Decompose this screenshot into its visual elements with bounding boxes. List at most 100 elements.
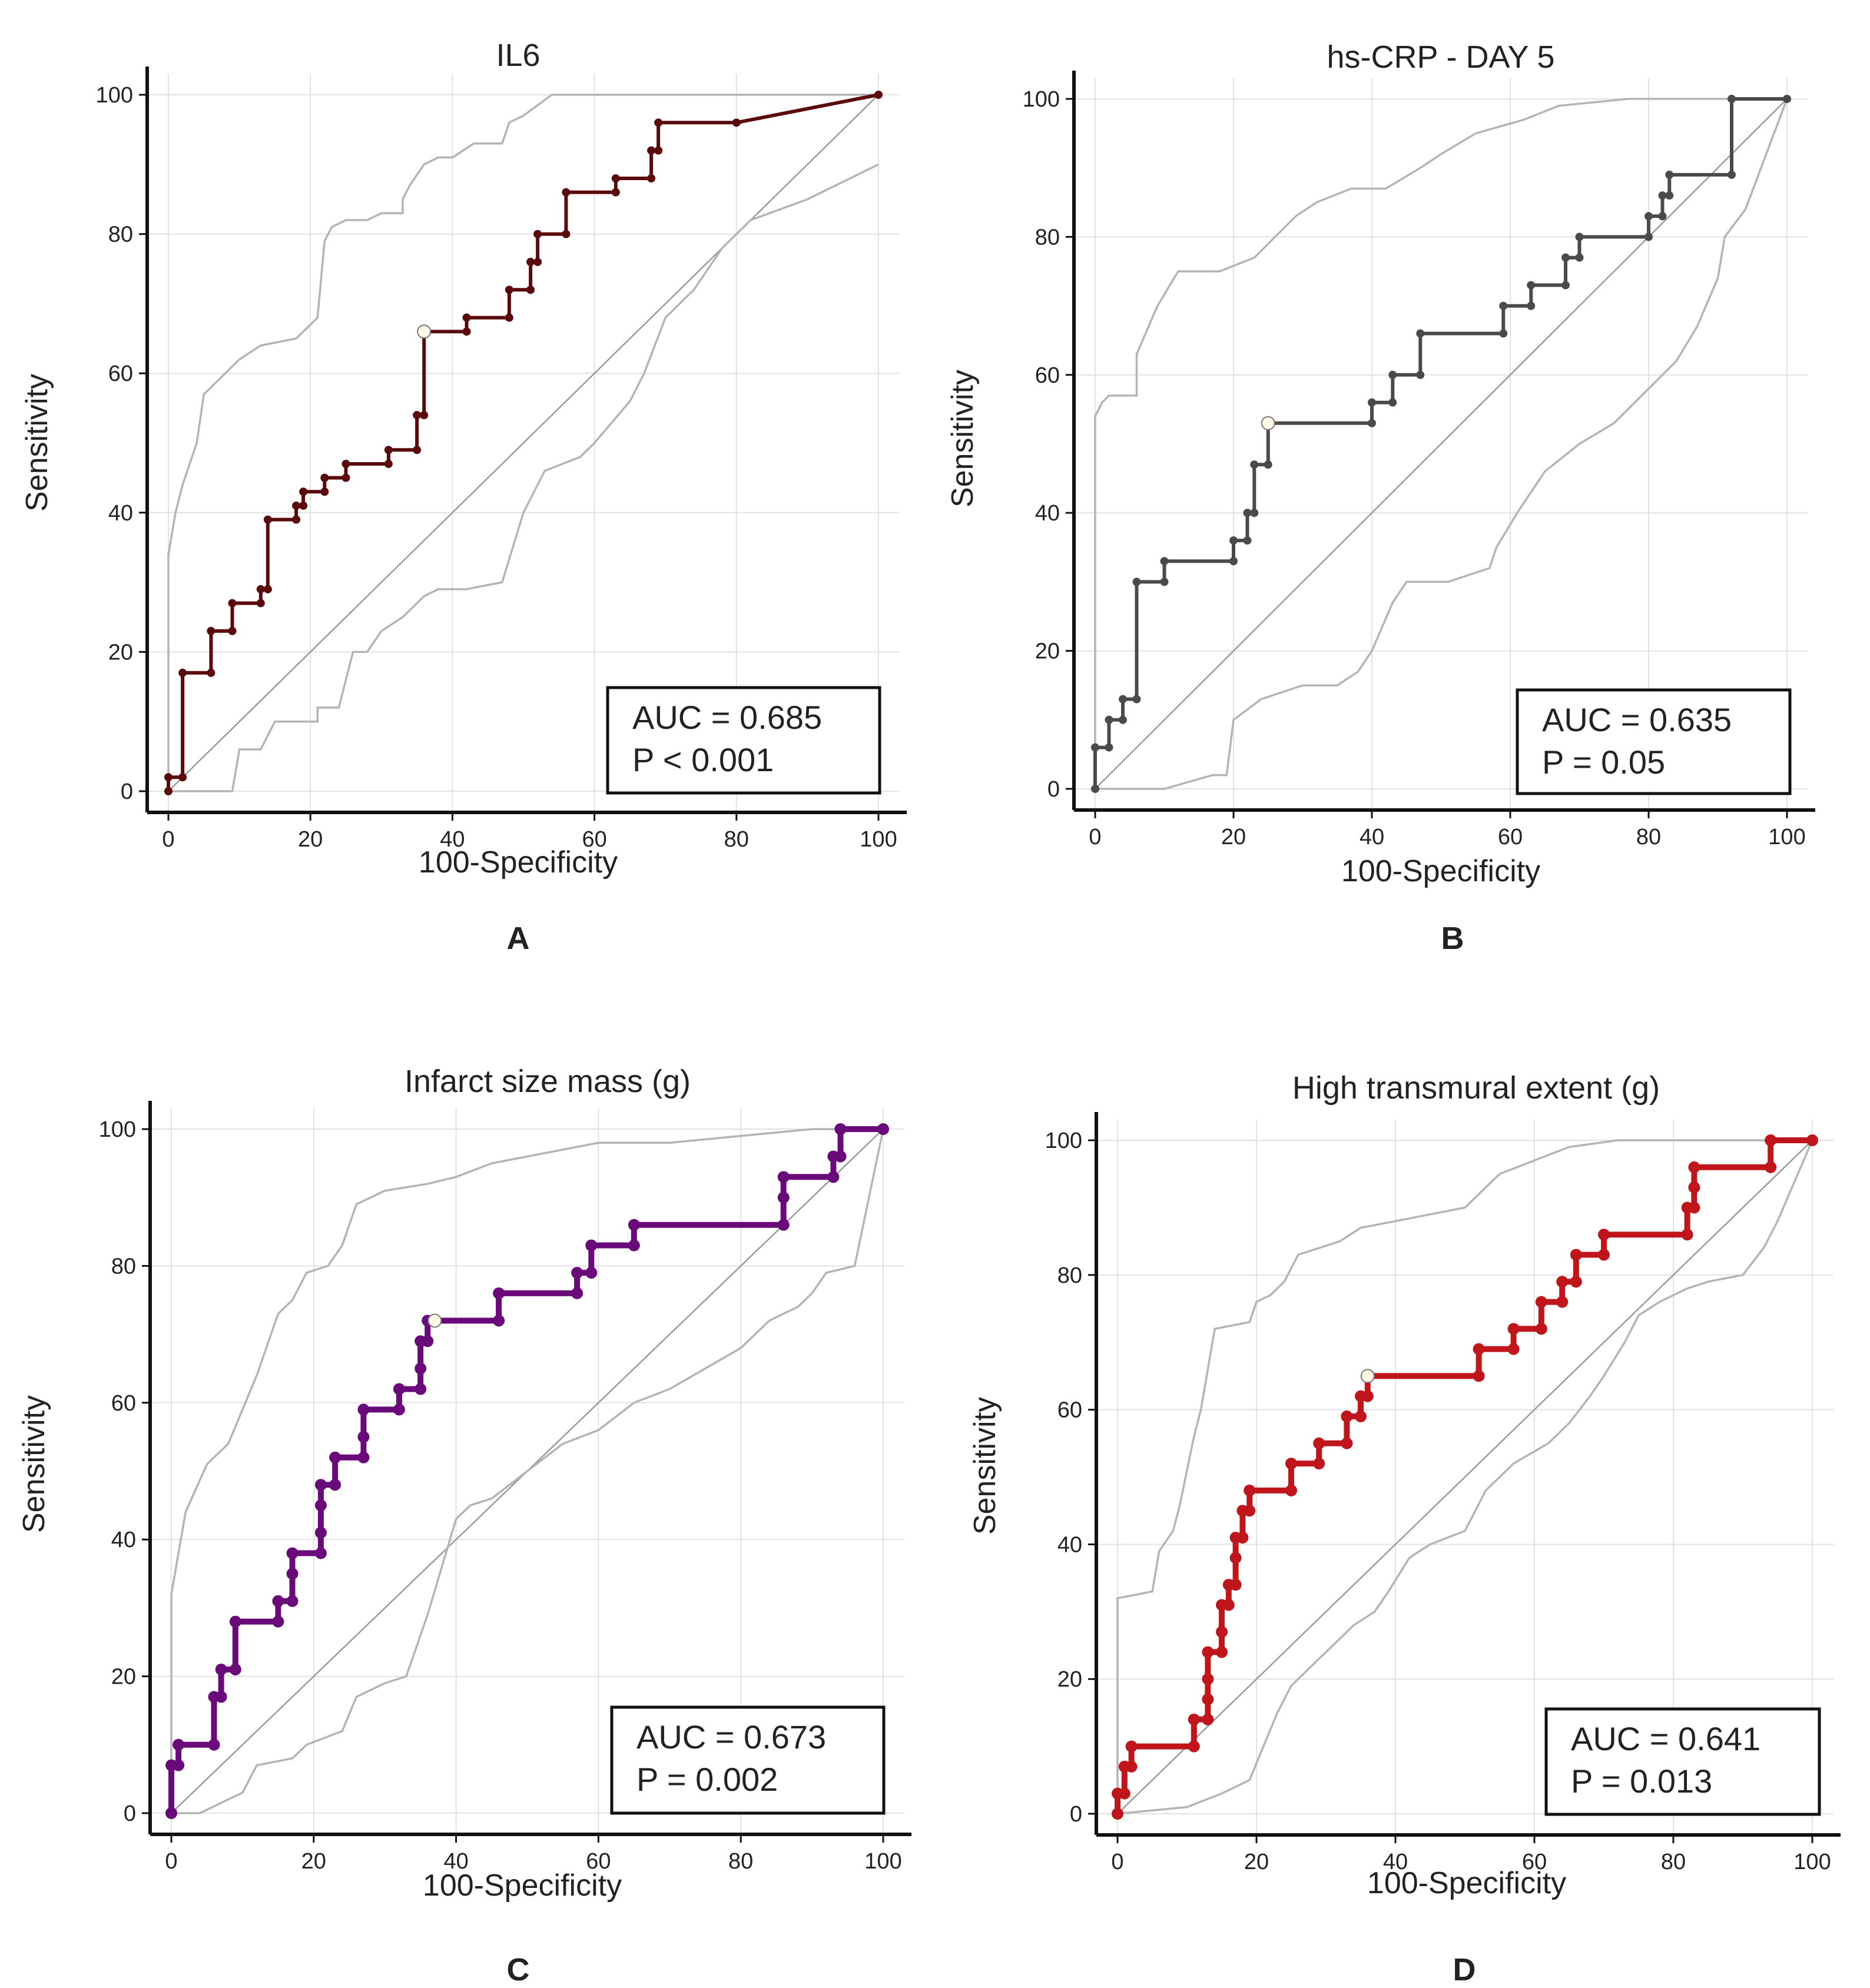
chart-b-roc-point — [1644, 233, 1653, 241]
chart-d-x-tick-label: 60 — [1522, 1850, 1547, 1874]
chart-a-roc-point — [228, 626, 237, 635]
chart-d-roc-point — [1188, 1713, 1200, 1725]
chart-d-roc-point — [1341, 1410, 1353, 1423]
chart-c-y-tick-label: 40 — [111, 1528, 136, 1552]
chart-c-roc-point — [834, 1150, 847, 1163]
chart-a-roc-point — [562, 230, 571, 238]
chart-c-roc-point — [834, 1123, 847, 1135]
chart-d-p-value-label: P = 0.013 — [1571, 1763, 1712, 1800]
chart-d-x-tick-label: 100 — [1793, 1850, 1831, 1874]
chart-c-roc-point — [314, 1499, 327, 1512]
chart-d-roc-point — [1556, 1276, 1569, 1288]
chart-d-roc-point — [1598, 1249, 1610, 1261]
chart-b-y-tick-label: 80 — [1035, 225, 1060, 250]
chart-c-roc-point — [393, 1403, 405, 1416]
chart-b-roc-point — [1728, 170, 1736, 179]
chart-a-p-value-label: P < 0.001 — [632, 741, 774, 778]
chart-c-p-value-label: P = 0.002 — [636, 1761, 778, 1798]
chart-d-title: High transmural extent (g) — [1292, 1070, 1660, 1106]
chart-b-roc-point — [1243, 509, 1252, 517]
chart-c-y-tick-label: 0 — [124, 1801, 136, 1826]
chart-a-auc-box — [606, 686, 881, 795]
chart-c-roc-point — [571, 1287, 583, 1299]
chart-b-grid — [1074, 78, 1808, 810]
chart-a-y-tick-label: 80 — [108, 223, 133, 247]
chart-d-y-tick-label: 80 — [1057, 1263, 1082, 1288]
chart-b-x-tick-label: 80 — [1636, 825, 1661, 849]
chart-c-roc-point — [173, 1738, 185, 1751]
chart-d-roc-point — [1202, 1693, 1214, 1705]
chart-a-roc-point — [228, 599, 237, 608]
chart-a-y-tick-label: 60 — [108, 361, 133, 386]
chart-a-x-tick-label: 0 — [162, 827, 174, 852]
chart-a-x-tick-label: 40 — [440, 827, 465, 852]
chart-c-roc-point — [215, 1691, 227, 1703]
chart-a-x-tick-label: 60 — [582, 827, 606, 852]
chart-a-roc-point — [533, 257, 542, 266]
chart-d: 0 20 40 60 80 100 0 20 40 60 80 100 AUC = 0.641 P = 0… — [968, 1070, 1841, 1987]
chart-b-roc-point — [1119, 715, 1127, 724]
chart-d-y-tick-label: 40 — [1057, 1532, 1082, 1557]
chart-a-roc-point — [292, 501, 301, 510]
chart-d-roc-point — [1473, 1343, 1485, 1355]
chart-d-roc-point — [1361, 1390, 1374, 1402]
chart-b-roc-point — [1575, 233, 1584, 241]
chart-d-roc-point — [1507, 1343, 1520, 1355]
chart-b-title: hs-CRP - DAY 5 — [1327, 39, 1554, 75]
chart-b-roc-point — [1105, 743, 1113, 752]
chart-b-roc-point — [1561, 253, 1570, 262]
chart-b-roc-point — [1388, 398, 1397, 407]
chart-c-roc-point — [314, 1479, 327, 1491]
chart-a-roc-point — [874, 91, 883, 99]
chart-d-roc-point — [1765, 1161, 1777, 1173]
chart-b-panel-letter: B — [1441, 921, 1464, 956]
chart-a-roc-point — [611, 174, 620, 182]
chart-c-roc-point — [628, 1219, 640, 1231]
chart-d-auc-box — [1544, 1707, 1821, 1816]
chart-c-y-tick-label: 20 — [111, 1665, 136, 1690]
chart-b-y-tick-label: 20 — [1035, 639, 1060, 664]
chart-a-x-tick-label: 20 — [298, 827, 323, 852]
chart-a-x-tick-label: 80 — [724, 827, 749, 852]
chart-d-roc-point — [1507, 1323, 1520, 1335]
chart-d-roc-point — [1570, 1276, 1582, 1288]
chart-d-y-tick-label: 20 — [1057, 1667, 1082, 1692]
chart-b-roc-point — [1728, 95, 1736, 103]
chart-b-y-tick-label: 0 — [1047, 777, 1060, 802]
chart-d-y-tick-label: 0 — [1070, 1802, 1082, 1827]
chart-d-upper-ci-line — [1116, 1139, 1812, 1814]
chart-c-x-tick-label: 100 — [864, 1849, 901, 1874]
chart-b-roc-point — [1527, 281, 1536, 290]
chart-b-roc-point — [1783, 95, 1791, 103]
chart-a-roc-point — [320, 487, 329, 496]
chart-a-lower-ci-line — [168, 163, 879, 792]
chart-b-roc-point — [1250, 460, 1259, 469]
chart-c-x-tick-label: 60 — [586, 1849, 611, 1874]
chart-c-y-axis-title: Sensitivity — [17, 1395, 51, 1533]
chart-c-x-tick-label: 20 — [301, 1849, 326, 1874]
chart-d-y-axis-title: Sensitivity — [968, 1397, 1002, 1535]
chart-b-roc-point — [1658, 191, 1667, 200]
chart-d-roc-point — [1244, 1484, 1256, 1496]
chart-d-x-axis-title: 100-Specificity — [1367, 1866, 1566, 1900]
chart-a-roc-point — [299, 487, 308, 496]
chart-d-lower-ci-line — [1117, 1140, 1813, 1815]
chart-c-roc-point — [272, 1595, 284, 1607]
chart-a-roc-point — [526, 257, 535, 266]
chart-b-y-axis-title: Sensitivity — [946, 370, 980, 507]
chart-a-roc-point — [533, 230, 542, 238]
chart-c-roc-point — [286, 1547, 299, 1559]
chart-a: 0 20 40 60 80 100 0 20 40 60 80 100 AUC = 0.685 P < 0… — [20, 38, 907, 956]
chart-a-roc-point — [178, 773, 187, 782]
chart-d-roc-point — [1222, 1599, 1235, 1611]
chart-a-panel-letter: A — [507, 921, 530, 956]
chart-b-x-tick-label: 20 — [1221, 825, 1246, 849]
chart-d-roc-point — [1688, 1202, 1700, 1214]
chart-a-cutoff-point — [417, 324, 432, 339]
chart-d-roc-point — [1598, 1229, 1610, 1241]
chart-d-roc-point — [1688, 1181, 1700, 1194]
chart-a-roc-point — [505, 286, 513, 294]
chart-d-roc-point — [1188, 1740, 1200, 1753]
chart-c-roc-point — [422, 1335, 434, 1348]
chart-c-roc-point — [777, 1171, 790, 1183]
